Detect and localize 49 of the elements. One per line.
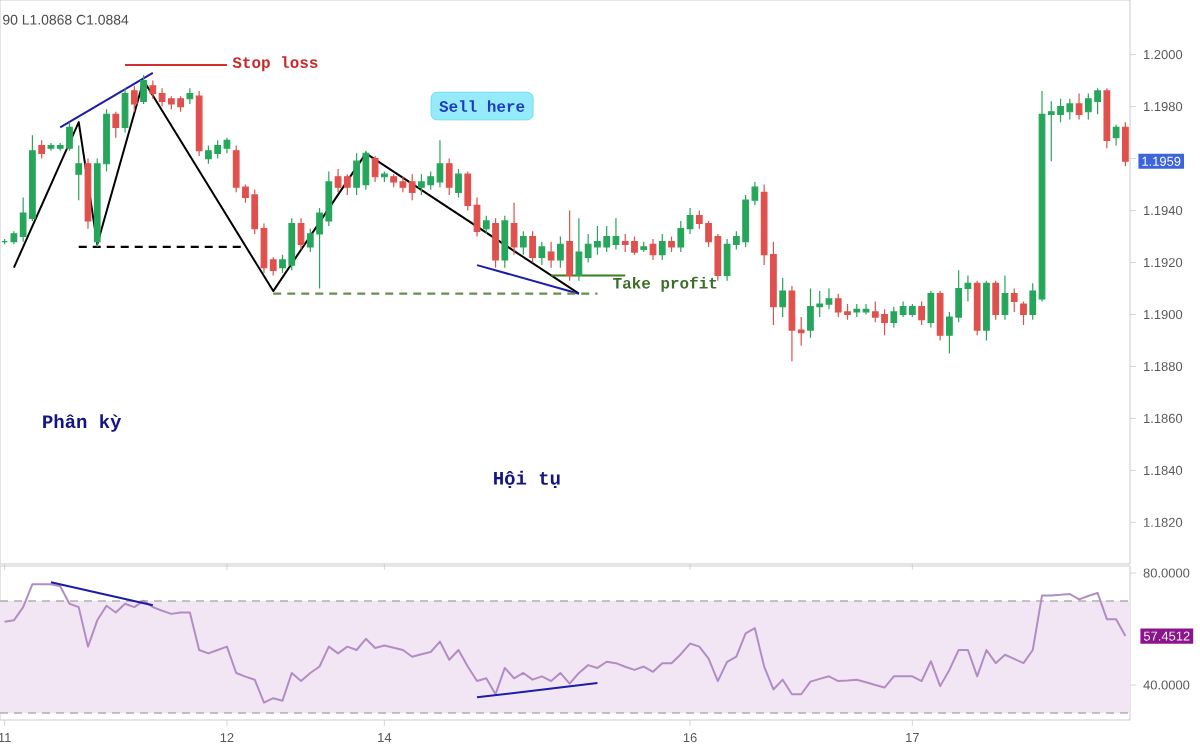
candlestick (992, 280, 1000, 321)
candlestick (186, 87, 194, 105)
candlestick (297, 217, 305, 251)
candlestick (455, 168, 462, 199)
candlestick (1075, 92, 1083, 121)
candlestick (492, 217, 499, 269)
candlestick (566, 209, 574, 282)
candlestick (445, 157, 453, 196)
candlestick (973, 280, 981, 336)
candlestick (779, 277, 787, 318)
candlestick (668, 235, 675, 253)
candlestick (519, 230, 527, 256)
candlestick (130, 85, 138, 113)
candlestick (381, 170, 388, 183)
candlestick (195, 90, 203, 157)
candlestick (1112, 124, 1120, 147)
candlestick (140, 74, 147, 105)
candlestick (640, 241, 648, 253)
line-series (12, 79, 580, 295)
candlestick (908, 303, 916, 318)
candlestick (1122, 121, 1129, 167)
candlestick (1020, 300, 1027, 326)
annotation: Phân kỳ (43, 414, 122, 432)
annotation: Hội tụ (494, 470, 560, 488)
candlestick (112, 111, 120, 139)
candlestick (501, 215, 509, 269)
candlestick (75, 144, 83, 201)
candlestick (482, 215, 490, 235)
candlestick (1010, 287, 1018, 313)
candlestick (658, 233, 666, 261)
candlestick (121, 87, 129, 134)
candlestick (853, 303, 861, 318)
candlestick (649, 238, 657, 261)
candlestick (343, 173, 351, 196)
candlestick (556, 235, 564, 269)
candlestick (38, 139, 46, 160)
candlestick (529, 230, 536, 264)
candlestick (936, 290, 944, 342)
candlestick (927, 290, 935, 329)
candlestick (84, 157, 92, 230)
candlestick (538, 241, 546, 266)
candlestick (1001, 274, 1009, 321)
candlestick (1103, 87, 1111, 149)
candlestick (918, 300, 925, 326)
candlestick (510, 202, 518, 256)
candlestick (371, 155, 379, 183)
candlestick (983, 280, 990, 342)
candlestick (390, 173, 398, 188)
candlestick (547, 241, 555, 269)
